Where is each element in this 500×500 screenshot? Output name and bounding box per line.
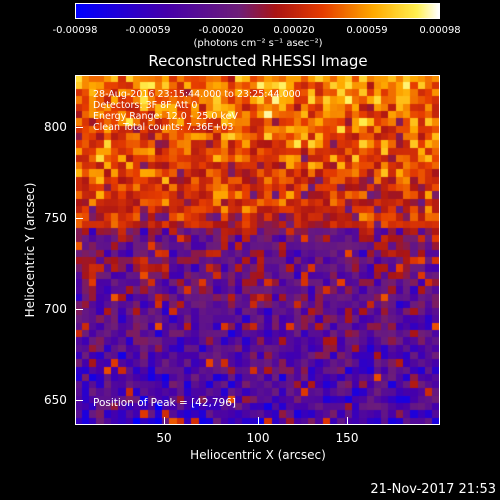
heatmap-image bbox=[75, 75, 440, 425]
x-tickmark bbox=[258, 417, 259, 425]
colorbar-units: (photons cm⁻² s⁻¹ asec⁻²) bbox=[193, 38, 323, 49]
annotation-peak-position: Position of Peak = [42,796] bbox=[93, 397, 237, 409]
chart-title: Reconstructed RHESSI Image bbox=[148, 52, 368, 70]
colorbar-tick: 0.00059 bbox=[346, 25, 388, 36]
y-tickmark bbox=[75, 218, 83, 219]
colorbar bbox=[75, 3, 440, 19]
y-tickmark bbox=[75, 309, 83, 310]
x-axis-label: Heliocentric X (arcsec) bbox=[190, 448, 326, 462]
y-tick-label: 650 bbox=[44, 393, 67, 407]
y-tick-label: 700 bbox=[44, 302, 67, 316]
x-tick-label: 100 bbox=[246, 431, 270, 445]
colorbar-tick: -0.00059 bbox=[125, 25, 171, 36]
x-tickmark bbox=[164, 417, 165, 425]
x-tickmark bbox=[347, 417, 348, 425]
colorbar-tick: 0.00098 bbox=[419, 25, 461, 36]
y-axis-label: Heliocentric Y (arcsec) bbox=[23, 182, 37, 318]
x-tick-label: 50 bbox=[156, 431, 172, 445]
colorbar-tick: 0.00020 bbox=[273, 25, 315, 36]
timestamp: 21-Nov-2017 21:53 bbox=[370, 482, 496, 497]
annotation-energy-range: Energy Range: 12.0 - 25.0 keV bbox=[93, 111, 238, 122]
colorbar-tick: -0.00098 bbox=[52, 25, 98, 36]
y-tickmark bbox=[75, 400, 83, 401]
y-tick-label: 750 bbox=[44, 211, 67, 225]
x-tick-label: 150 bbox=[335, 431, 359, 445]
annotation-detectors: Detectors: 3F 8F Att 0 bbox=[93, 100, 198, 111]
annotation-time-range: 28-Aug-2016 23:15:44.000 to 23:25:44.000 bbox=[93, 89, 301, 100]
colorbar-tick: -0.00020 bbox=[198, 25, 244, 36]
annotation-counts: Clean Total counts: 7.36E+03 bbox=[93, 122, 234, 133]
y-tick-label: 800 bbox=[44, 120, 67, 134]
y-tickmark bbox=[75, 127, 83, 128]
